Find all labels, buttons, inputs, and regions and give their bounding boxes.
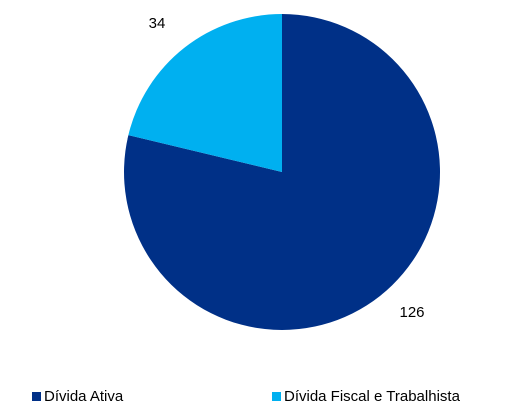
legend-swatch-2	[272, 392, 281, 401]
legend: Dívida Ativa Dívida Fiscal e Trabalhista	[32, 388, 461, 405]
legend-label-1: Dívida Ativa	[44, 388, 124, 405]
legend-swatch-1	[32, 392, 41, 401]
legend-label-2: Dívida Fiscal e Trabalhista	[284, 388, 461, 405]
data-label-2: 34	[149, 15, 166, 32]
pie-slice-2	[128, 14, 282, 172]
pie-slice-1	[124, 13, 441, 330]
data-label-1: 126	[399, 304, 424, 321]
data-labels: 126 34	[149, 15, 425, 321]
legend-item-2: Dívida Fiscal e Trabalhista	[272, 388, 461, 405]
pie-slices	[124, 13, 441, 330]
legend-item-1: Dívida Ativa	[32, 388, 124, 405]
